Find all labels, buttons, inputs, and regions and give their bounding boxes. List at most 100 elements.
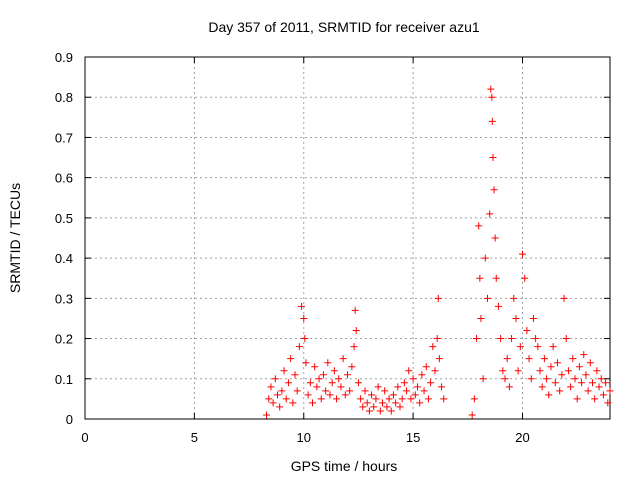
- data-point: [505, 383, 513, 391]
- data-point: [573, 395, 581, 403]
- data-point: [429, 343, 437, 351]
- grid-lines: [85, 57, 610, 419]
- data-point: [409, 375, 417, 383]
- data-point: [276, 403, 284, 411]
- data-point: [389, 391, 397, 399]
- data-point: [278, 387, 286, 395]
- y-tick-label: 0.7: [55, 130, 73, 145]
- data-point: [599, 391, 607, 399]
- data-point: [575, 363, 583, 371]
- data-point: [433, 335, 441, 343]
- data-point: [476, 274, 484, 282]
- data-point: [591, 395, 599, 403]
- data-point: [265, 395, 273, 403]
- data-point: [549, 343, 557, 351]
- data-point: [538, 383, 546, 391]
- data-point: [411, 391, 419, 399]
- data-point: [571, 375, 579, 383]
- data-point: [306, 379, 314, 387]
- x-tick-label: 0: [81, 430, 88, 445]
- data-point: [593, 367, 601, 375]
- data-point: [351, 306, 359, 314]
- data-point: [527, 375, 535, 383]
- data-point: [580, 351, 588, 359]
- data-point: [337, 383, 345, 391]
- data-point: [324, 359, 332, 367]
- data-point: [499, 367, 507, 375]
- data-point: [400, 379, 408, 387]
- data-point: [604, 399, 612, 407]
- data-point: [420, 387, 428, 395]
- data-point: [510, 294, 518, 302]
- y-tick-label: 0.9: [55, 50, 73, 65]
- data-point: [300, 314, 308, 322]
- data-point: [339, 355, 347, 363]
- data-point: [564, 367, 572, 375]
- data-point: [503, 355, 511, 363]
- data-point: [494, 302, 502, 310]
- x-tick-label: 5: [191, 430, 198, 445]
- x-tick-label: 10: [297, 430, 311, 445]
- data-point: [534, 343, 542, 351]
- data-point: [414, 383, 421, 391]
- data-point: [284, 379, 292, 387]
- data-point: [280, 367, 288, 375]
- data-point: [512, 314, 520, 322]
- y-tick-label: 0.8: [55, 90, 73, 105]
- plot-frame: [84, 56, 611, 420]
- data-point: [606, 387, 614, 395]
- data-point: [263, 411, 271, 419]
- data-point: [477, 314, 485, 322]
- data-point: [315, 375, 323, 383]
- data-point: [492, 274, 500, 282]
- data-point: [508, 335, 516, 343]
- chart-title: Day 357 of 2011, SRMTID for receiver azu…: [208, 19, 480, 35]
- data-point: [529, 314, 537, 322]
- data-point: [595, 383, 603, 391]
- data-point: [488, 93, 496, 101]
- data-point: [370, 403, 378, 411]
- data-point: [317, 395, 325, 403]
- data-point: [396, 403, 404, 411]
- data-point: [344, 371, 351, 379]
- data-point: [470, 395, 478, 403]
- data-point: [582, 371, 590, 379]
- data-point: [387, 407, 395, 415]
- x-tick-label: 15: [406, 430, 420, 445]
- y-tick-label: 0.5: [55, 211, 73, 226]
- data-point: [569, 355, 577, 363]
- data-point: [333, 395, 341, 403]
- data-point: [545, 391, 553, 399]
- axis-ticks: 0 5 10 15 20 0 0.1 0.2 0.3 0.4 0.5 0.6 0.7 0.8 0.9: [55, 50, 610, 445]
- data-points: [263, 85, 614, 419]
- data-point: [488, 117, 496, 125]
- data-point: [434, 294, 442, 302]
- data-point: [486, 210, 494, 218]
- data-point: [516, 343, 524, 351]
- y-tick-label: 0: [66, 412, 73, 427]
- data-point: [567, 383, 575, 391]
- x-tick-label: 20: [515, 430, 529, 445]
- data-point: [322, 387, 330, 395]
- data-point: [330, 367, 338, 375]
- data-point: [328, 379, 336, 387]
- data-point: [519, 250, 526, 258]
- data-point: [473, 335, 481, 343]
- data-point: [602, 379, 610, 387]
- data-point: [523, 327, 531, 335]
- data-point: [422, 363, 430, 371]
- data-point: [293, 387, 301, 395]
- data-point: [385, 395, 393, 403]
- data-point: [271, 375, 279, 383]
- data-point: [489, 154, 497, 162]
- data-point: [282, 395, 290, 403]
- data-point: [346, 387, 354, 395]
- data-point: [309, 399, 316, 407]
- data-point: [521, 274, 529, 282]
- data-point: [357, 395, 365, 403]
- data-point: [365, 407, 373, 415]
- data-point: [543, 375, 551, 383]
- data-point: [589, 379, 596, 387]
- data-point: [302, 359, 310, 367]
- data-point: [359, 403, 367, 411]
